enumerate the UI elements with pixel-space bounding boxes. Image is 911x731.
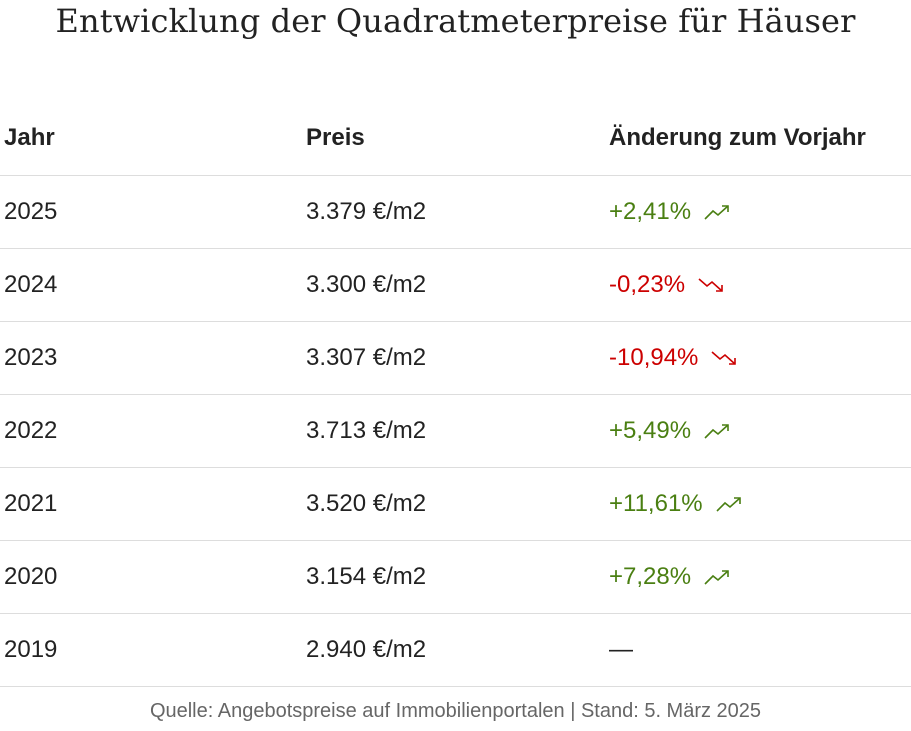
table-body: 2025 3.379 €/m2 +2,41% 2024 3.300 €/m2 -0,23%…: [0, 176, 911, 687]
change-value: +11,61%: [609, 490, 703, 517]
change-value: —: [609, 636, 633, 663]
trend-up-icon: [703, 568, 731, 586]
table-row: 2023 3.307 €/m2 -10,94%: [0, 322, 911, 395]
change-value: +2,41%: [609, 198, 692, 225]
cell-year: 2025: [4, 198, 58, 225]
cell-price: 3.307 €/m2: [306, 344, 427, 371]
change-value: -0,23%: [609, 271, 686, 298]
header-price: Preis: [306, 123, 365, 151]
cell-change: +11,61%: [609, 468, 743, 540]
cell-year: 2024: [4, 271, 58, 298]
source-note: Quelle: Angebotspreise auf Immobilienpor…: [149, 700, 762, 722]
trend-up-icon: [703, 203, 731, 221]
cell-change: -10,94%: [609, 322, 738, 394]
price-table: Jahr Preis Änderung zum Vorjahr 2025 3.37…: [0, 100, 911, 687]
cell-price: 3.713 €/m2: [306, 417, 427, 444]
header-year: Jahr: [4, 123, 55, 151]
cell-change: +5,49%: [609, 395, 731, 467]
change-value: +7,28%: [609, 563, 692, 590]
table-row: 2022 3.713 €/m2 +5,49%: [0, 395, 911, 468]
change-value: -10,94%: [609, 344, 699, 371]
cell-price: 3.154 €/m2: [306, 563, 427, 590]
table-row: 2021 3.520 €/m2 +11,61%: [0, 468, 911, 541]
cell-year: 2020: [4, 563, 58, 590]
table-row: 2020 3.154 €/m2 +7,28%: [0, 541, 911, 614]
cell-price: 3.300 €/m2: [306, 271, 427, 298]
page-title: Entwicklung der Quadratmeterpreise für H…: [55, 2, 856, 40]
cell-price: 3.520 €/m2: [306, 490, 427, 517]
trend-down-icon: [710, 349, 738, 367]
cell-change: -0,23%: [609, 249, 725, 321]
header-change: Änderung zum Vorjahr: [609, 123, 866, 151]
cell-year: 2021: [4, 490, 58, 517]
cell-change: +7,28%: [609, 541, 731, 613]
table-header-row: Jahr Preis Änderung zum Vorjahr: [0, 100, 911, 176]
cell-year: 2022: [4, 417, 58, 444]
change-value: +5,49%: [609, 417, 692, 444]
cell-year: 2019: [4, 636, 58, 663]
cell-price: 2.940 €/m2: [306, 636, 427, 663]
cell-change: —: [609, 614, 633, 686]
cell-change: +2,41%: [609, 176, 731, 248]
trend-up-icon: [715, 495, 743, 513]
trend-up-icon: [703, 422, 731, 440]
trend-down-icon: [697, 276, 725, 294]
table-row: 2024 3.300 €/m2 -0,23%: [0, 249, 911, 322]
cell-year: 2023: [4, 344, 58, 371]
cell-price: 3.379 €/m2: [306, 198, 427, 225]
table-row: 2025 3.379 €/m2 +2,41%: [0, 176, 911, 249]
table-row: 2019 2.940 €/m2 —: [0, 614, 911, 687]
